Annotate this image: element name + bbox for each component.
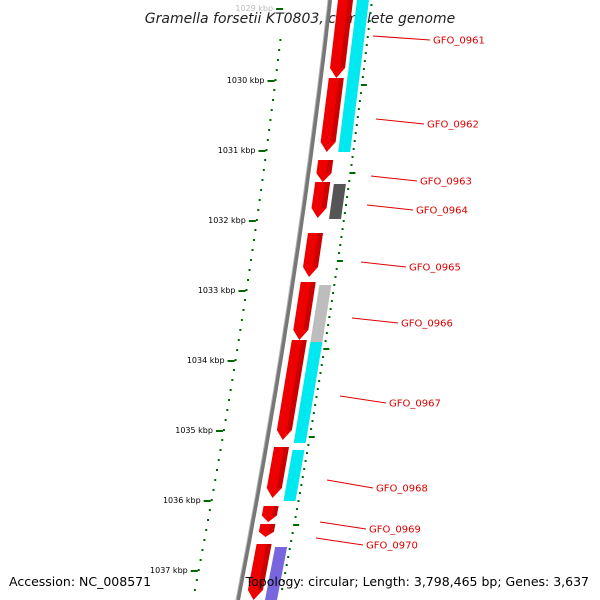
- gene-labels: GFO_0961 GFO_0962 GFO_0963 GFO_0964 GFO_0965…: [315, 35, 485, 552]
- gene-arrow: [261, 506, 279, 522]
- label-leader-line: [375, 118, 425, 125]
- scale-label: 1035 kbp: [175, 426, 213, 435]
- label-leader-line: [370, 175, 418, 182]
- gene-label: GFO_0964: [416, 206, 468, 217]
- gene-arrow: [330, 0, 353, 78]
- scale-label: 1033 kbp: [198, 286, 236, 295]
- scale-label: 1031 kbp: [218, 146, 256, 155]
- gene-arrow-shade: [276, 447, 289, 488]
- gene-arrow: [293, 282, 316, 340]
- gene-arrow: [258, 524, 276, 537]
- gene-arrow: [247, 544, 272, 600]
- label-leader-line: [360, 261, 407, 268]
- gene-arrow-shade: [340, 0, 353, 68]
- gene-arrow: [320, 78, 344, 152]
- scale-label: 1036 kbp: [163, 496, 201, 505]
- scale-label: 1037 kbp: [150, 566, 188, 575]
- scale-ticks: 1029 kbp 1030 kbp 1031 kbp 1032 kbp 1033 kbp…: [150, 4, 373, 591]
- scale-label: 1032 kbp: [208, 216, 246, 225]
- cds-band-purple: [265, 547, 288, 600]
- gene-arrow-shade: [286, 340, 307, 430]
- gene-arrow: [311, 182, 331, 218]
- gene-label: GFO_0961: [433, 36, 485, 47]
- label-leader-line: [366, 204, 414, 211]
- backbone-line: [236, 0, 332, 600]
- gene-arrow-shade: [330, 78, 344, 142]
- gene-label: GFO_0966: [401, 319, 453, 330]
- gene-arrow-shade: [321, 182, 331, 208]
- gene-arrow-shade: [257, 544, 272, 590]
- label-leader-line: [351, 317, 399, 324]
- gene-arrow-shade: [271, 506, 279, 516]
- label-leader-line: [372, 35, 431, 41]
- map-title: Gramella forsetii KT0803, complete genom…: [145, 11, 455, 27]
- gene-arrow-shade: [303, 282, 316, 330]
- scale-label: 1034 kbp: [187, 356, 225, 365]
- gene-label: GFO_0963: [420, 177, 472, 188]
- gene-arrow-shade: [326, 160, 334, 174]
- gene-arrow: [266, 447, 289, 498]
- gene-label: GFO_0970: [366, 541, 418, 552]
- label-leader-line: [315, 537, 364, 546]
- gene-arrow-shade: [268, 524, 276, 532]
- label-leader-line: [319, 521, 367, 530]
- cds-band-gray-light: [310, 285, 332, 342]
- gene-label: GFO_0968: [376, 484, 428, 495]
- genome-backbone: [235, 0, 332, 600]
- cds-band-cyan: [338, 0, 369, 152]
- cds-band-cyan: [293, 342, 323, 443]
- scale-label: 1029 kbp: [235, 4, 273, 13]
- backbone-highlight: [235, 0, 329, 600]
- gene-arrow: [303, 233, 323, 277]
- accession-text: Accession: NC_008571: [9, 574, 151, 589]
- label-leader-line: [326, 479, 374, 489]
- genome-summary-text: Topology: circular; Length: 3,798,465 bp…: [245, 574, 589, 589]
- label-leader-line: [339, 395, 387, 404]
- cds-band-gray: [329, 184, 346, 219]
- gene-arrow-shade: [313, 233, 323, 267]
- gene-arrow: [316, 160, 334, 182]
- gene-label: GFO_0965: [409, 263, 461, 274]
- gene-label: GFO_0969: [369, 525, 421, 536]
- gene-label: GFO_0967: [389, 399, 441, 410]
- scale-label: 1030 kbp: [227, 76, 265, 85]
- gene-arrow: [276, 340, 307, 440]
- cds-band-cyan: [283, 450, 305, 501]
- gene-features: [247, 0, 369, 600]
- gene-label: GFO_0962: [427, 120, 479, 131]
